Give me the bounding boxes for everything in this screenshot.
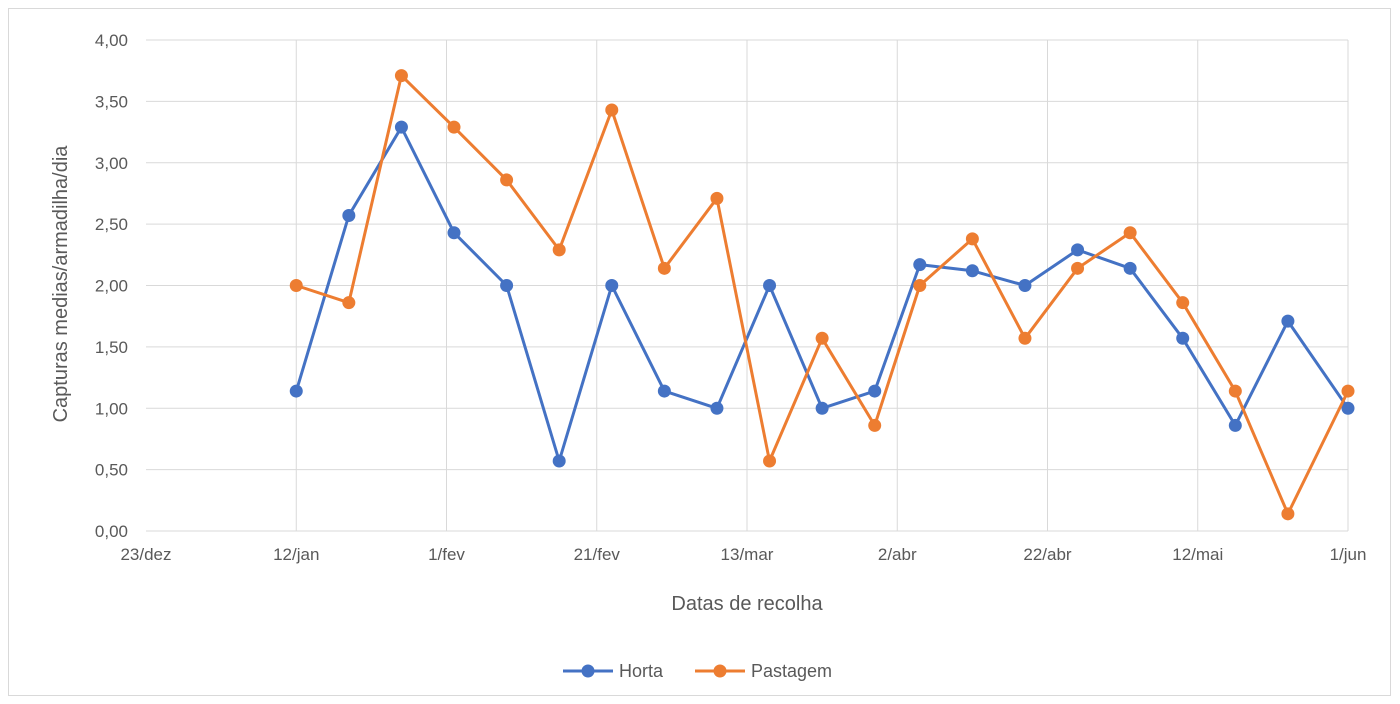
data-point [1228,384,1242,398]
y-axis-title: Capturas medias/armadilha/dia [50,145,72,423]
data-point [1228,418,1242,432]
x-tick-label: 1/fev [428,545,465,564]
y-tick-label: 3,50 [95,92,128,111]
data-point [965,264,979,278]
data-point [710,401,724,415]
x-tick-label: 22/abr [1023,545,1072,564]
legend-swatch-marker [713,664,727,678]
y-tick-label: 2,50 [95,215,128,234]
x-tick-label: 12/mai [1172,545,1223,564]
gridlines [146,39,1349,531]
legend: Horta Pastagem [563,661,832,681]
data-point [394,120,408,134]
series-group [289,69,1355,521]
y-tick-label: 0,00 [95,522,128,541]
x-tick-label: 13/mar [721,545,774,564]
data-point [342,296,356,310]
series-horta [289,120,1355,468]
data-point [913,258,927,272]
data-point [1341,401,1355,415]
x-tick-label: 21/fev [574,545,621,564]
data-point [342,209,356,223]
data-point [552,454,566,468]
legend-label: Pastagem [751,661,832,681]
x-tick-label: 2/abr [878,545,917,564]
x-axis-title: Datas de recolha [671,593,823,615]
data-point [500,279,514,292]
series-line-pastagem [295,74,1350,516]
data-point [1176,331,1190,345]
y-tick-labels: 0,00 0,50 1,00 1,50 2,00 2,50 3,00 3,50 4,00 [95,31,128,541]
data-point [868,384,882,398]
data-point [447,226,461,240]
legend-swatch-marker [581,664,595,678]
y-tick-label: 1,00 [95,399,128,418]
data-point [657,261,671,275]
x-tick-label: 23/dez [120,545,171,564]
data-point [552,243,566,257]
data-point [763,279,777,292]
data-point [1071,243,1085,257]
data-point [1018,331,1032,345]
x-tick-label: 12/jan [273,545,319,564]
x-tick-labels: 23/dez 12/jan 1/fev 21/fev 13/mar 2/abr 22/abr… [120,545,1366,564]
data-point [1281,507,1295,521]
legend-item-pastagem: Pastagem [695,661,832,681]
chart-frame [8,8,1391,696]
data-point [289,384,303,398]
data-point [868,418,882,432]
data-point [913,279,927,292]
data-point [657,384,671,398]
data-point [447,120,461,134]
data-point [1071,261,1085,275]
data-point [1018,279,1032,292]
data-point [1341,384,1355,398]
x-tick-label: 1/jun [1330,545,1367,564]
data-point [815,331,829,345]
y-tick-label: 0,50 [95,461,128,480]
y-tick-label: 4,00 [95,31,128,50]
data-point [289,279,303,292]
data-point [605,279,619,292]
y-tick-label: 2,00 [95,277,128,296]
data-point [1123,226,1137,240]
data-point [605,103,619,117]
y-tick-label: 1,50 [95,338,128,357]
data-point [500,173,514,187]
data-point [815,401,829,415]
series-pastagem [289,69,1355,521]
data-point [763,454,777,468]
y-tick-label: 3,00 [95,154,128,173]
legend-item-horta: Horta [563,661,664,681]
data-point [394,69,408,83]
data-point [1281,314,1295,328]
legend-label: Horta [619,661,664,681]
data-point [1176,296,1190,310]
data-point [965,232,979,246]
data-point [1123,261,1137,275]
data-point [710,191,724,205]
